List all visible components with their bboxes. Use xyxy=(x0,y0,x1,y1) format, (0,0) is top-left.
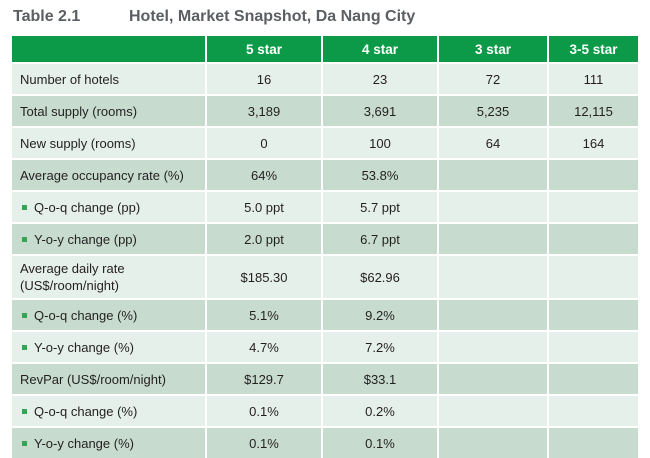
cell xyxy=(548,362,638,395)
cell: 0.1% xyxy=(322,426,439,458)
cell xyxy=(438,330,549,363)
cell: 0.1% xyxy=(206,426,323,458)
table-row: New supply (rooms) 0 100 64 164 xyxy=(12,126,638,159)
cell: 6.7 ppt xyxy=(322,222,439,255)
cell: 72 xyxy=(438,62,549,95)
cell: 2.0 ppt xyxy=(206,222,323,255)
column-header-label xyxy=(12,36,207,63)
cell xyxy=(548,426,638,458)
row-label: Number of hotels xyxy=(12,62,207,95)
row-label: Y-o-y change (pp) xyxy=(12,222,207,255)
row-label: New supply (rooms) xyxy=(12,126,207,159)
row-label-line-2: (US$/room/night) xyxy=(20,278,119,293)
cell: 0.2% xyxy=(322,394,439,427)
cell xyxy=(438,222,549,255)
cell xyxy=(548,298,638,331)
cell: 5.0 ppt xyxy=(206,190,323,223)
cell: 3,189 xyxy=(206,94,323,127)
row-label-text: Q-o-q change (pp) xyxy=(34,199,141,215)
cell: $62.96 xyxy=(322,254,439,299)
cell: 53.8% xyxy=(322,158,439,191)
table-row: Y-o-y change (%) 4.7% 7.2% xyxy=(12,330,638,363)
bullet-icon xyxy=(22,344,27,350)
table-title: Hotel, Market Snapshot, Da Nang City xyxy=(129,8,416,25)
row-label: RevPar (US$/room/night) xyxy=(12,362,207,395)
cell: $129.7 xyxy=(206,362,323,395)
cell: $185.30 xyxy=(206,254,323,299)
cell: 111 xyxy=(548,62,638,95)
cell: 5.1% xyxy=(206,298,323,331)
cell xyxy=(438,426,549,458)
market-snapshot-table: 5 star 4 star 3 star 3-5 star Number of … xyxy=(12,36,638,458)
cell: 64% xyxy=(206,158,323,191)
bullet-icon xyxy=(22,236,27,242)
cell xyxy=(438,298,549,331)
cell: 16 xyxy=(206,62,323,95)
cell xyxy=(548,394,638,427)
header-row: 5 star 4 star 3 star 3-5 star xyxy=(12,36,638,63)
cell xyxy=(548,222,638,255)
row-label-text: Y-o-y change (%) xyxy=(34,339,134,355)
row-label-text: Y-o-y change (%) xyxy=(34,435,134,451)
cell xyxy=(438,158,549,191)
row-label: Y-o-y change (%) xyxy=(12,426,207,458)
table-row: Total supply (rooms) 3,189 3,691 5,235 1… xyxy=(12,94,638,127)
column-header-5-star: 5 star xyxy=(206,36,323,63)
cell: 3,691 xyxy=(322,94,439,127)
table-row: RevPar (US$/room/night) $129.7 $33.1 xyxy=(12,362,638,395)
row-label-text: Q-o-q change (%) xyxy=(34,403,138,419)
column-header-3-star: 3 star xyxy=(438,36,549,63)
table-row: Q-o-q change (%) 5.1% 9.2% xyxy=(12,298,638,331)
cell: $33.1 xyxy=(322,362,439,395)
cell: 7.2% xyxy=(322,330,439,363)
bullet-icon xyxy=(22,204,27,210)
cell: 12,115 xyxy=(548,94,638,127)
cell: 23 xyxy=(322,62,439,95)
table-row: Y-o-y change (pp) 2.0 ppt 6.7 ppt xyxy=(12,222,638,255)
row-label-line-1: Average daily rate xyxy=(20,261,125,276)
bullet-icon xyxy=(22,440,27,446)
row-label: Average occupancy rate (%) xyxy=(12,158,207,191)
row-label: Average daily rate (US$/room/night) xyxy=(12,254,207,299)
row-label: Q-o-q change (pp) xyxy=(12,190,207,223)
table-row: Q-o-q change (%) 0.1% 0.2% xyxy=(12,394,638,427)
cell xyxy=(548,254,638,299)
cell xyxy=(438,362,549,395)
bullet-icon xyxy=(22,408,27,414)
cell: 0.1% xyxy=(206,394,323,427)
cell xyxy=(548,190,638,223)
cell: 4.7% xyxy=(206,330,323,363)
cell: 64 xyxy=(438,126,549,159)
cell xyxy=(438,394,549,427)
row-label-text: Y-o-y change (pp) xyxy=(34,231,137,247)
table-row: Average occupancy rate (%) 64% 53.8% xyxy=(12,158,638,191)
column-header-4-star: 4 star xyxy=(322,36,439,63)
cell xyxy=(438,254,549,299)
cell: 100 xyxy=(322,126,439,159)
table-row: Number of hotels 16 23 72 111 xyxy=(12,62,638,95)
table-row: Y-o-y change (%) 0.1% 0.1% xyxy=(12,426,638,458)
cell xyxy=(548,330,638,363)
column-header-3-5-star: 3-5 star xyxy=(548,36,638,63)
cell: 5,235 xyxy=(438,94,549,127)
row-label: Total supply (rooms) xyxy=(12,94,207,127)
row-label: Q-o-q change (%) xyxy=(12,298,207,331)
row-label: Y-o-y change (%) xyxy=(12,330,207,363)
cell xyxy=(548,158,638,191)
row-label-text: Q-o-q change (%) xyxy=(34,307,138,323)
table-caption: Table 2.1 Hotel, Market Snapshot, Da Nan… xyxy=(13,6,415,28)
table-row: Q-o-q change (pp) 5.0 ppt 5.7 ppt xyxy=(12,190,638,223)
cell: 9.2% xyxy=(322,298,439,331)
table-number: Table 2.1 xyxy=(13,8,81,25)
cell: 0 xyxy=(206,126,323,159)
cell: 164 xyxy=(548,126,638,159)
bullet-icon xyxy=(22,312,27,318)
cell: 5.7 ppt xyxy=(322,190,439,223)
table-row: Average daily rate (US$/room/night) $185.… xyxy=(12,254,638,299)
row-label: Q-o-q change (%) xyxy=(12,394,207,427)
cell xyxy=(438,190,549,223)
